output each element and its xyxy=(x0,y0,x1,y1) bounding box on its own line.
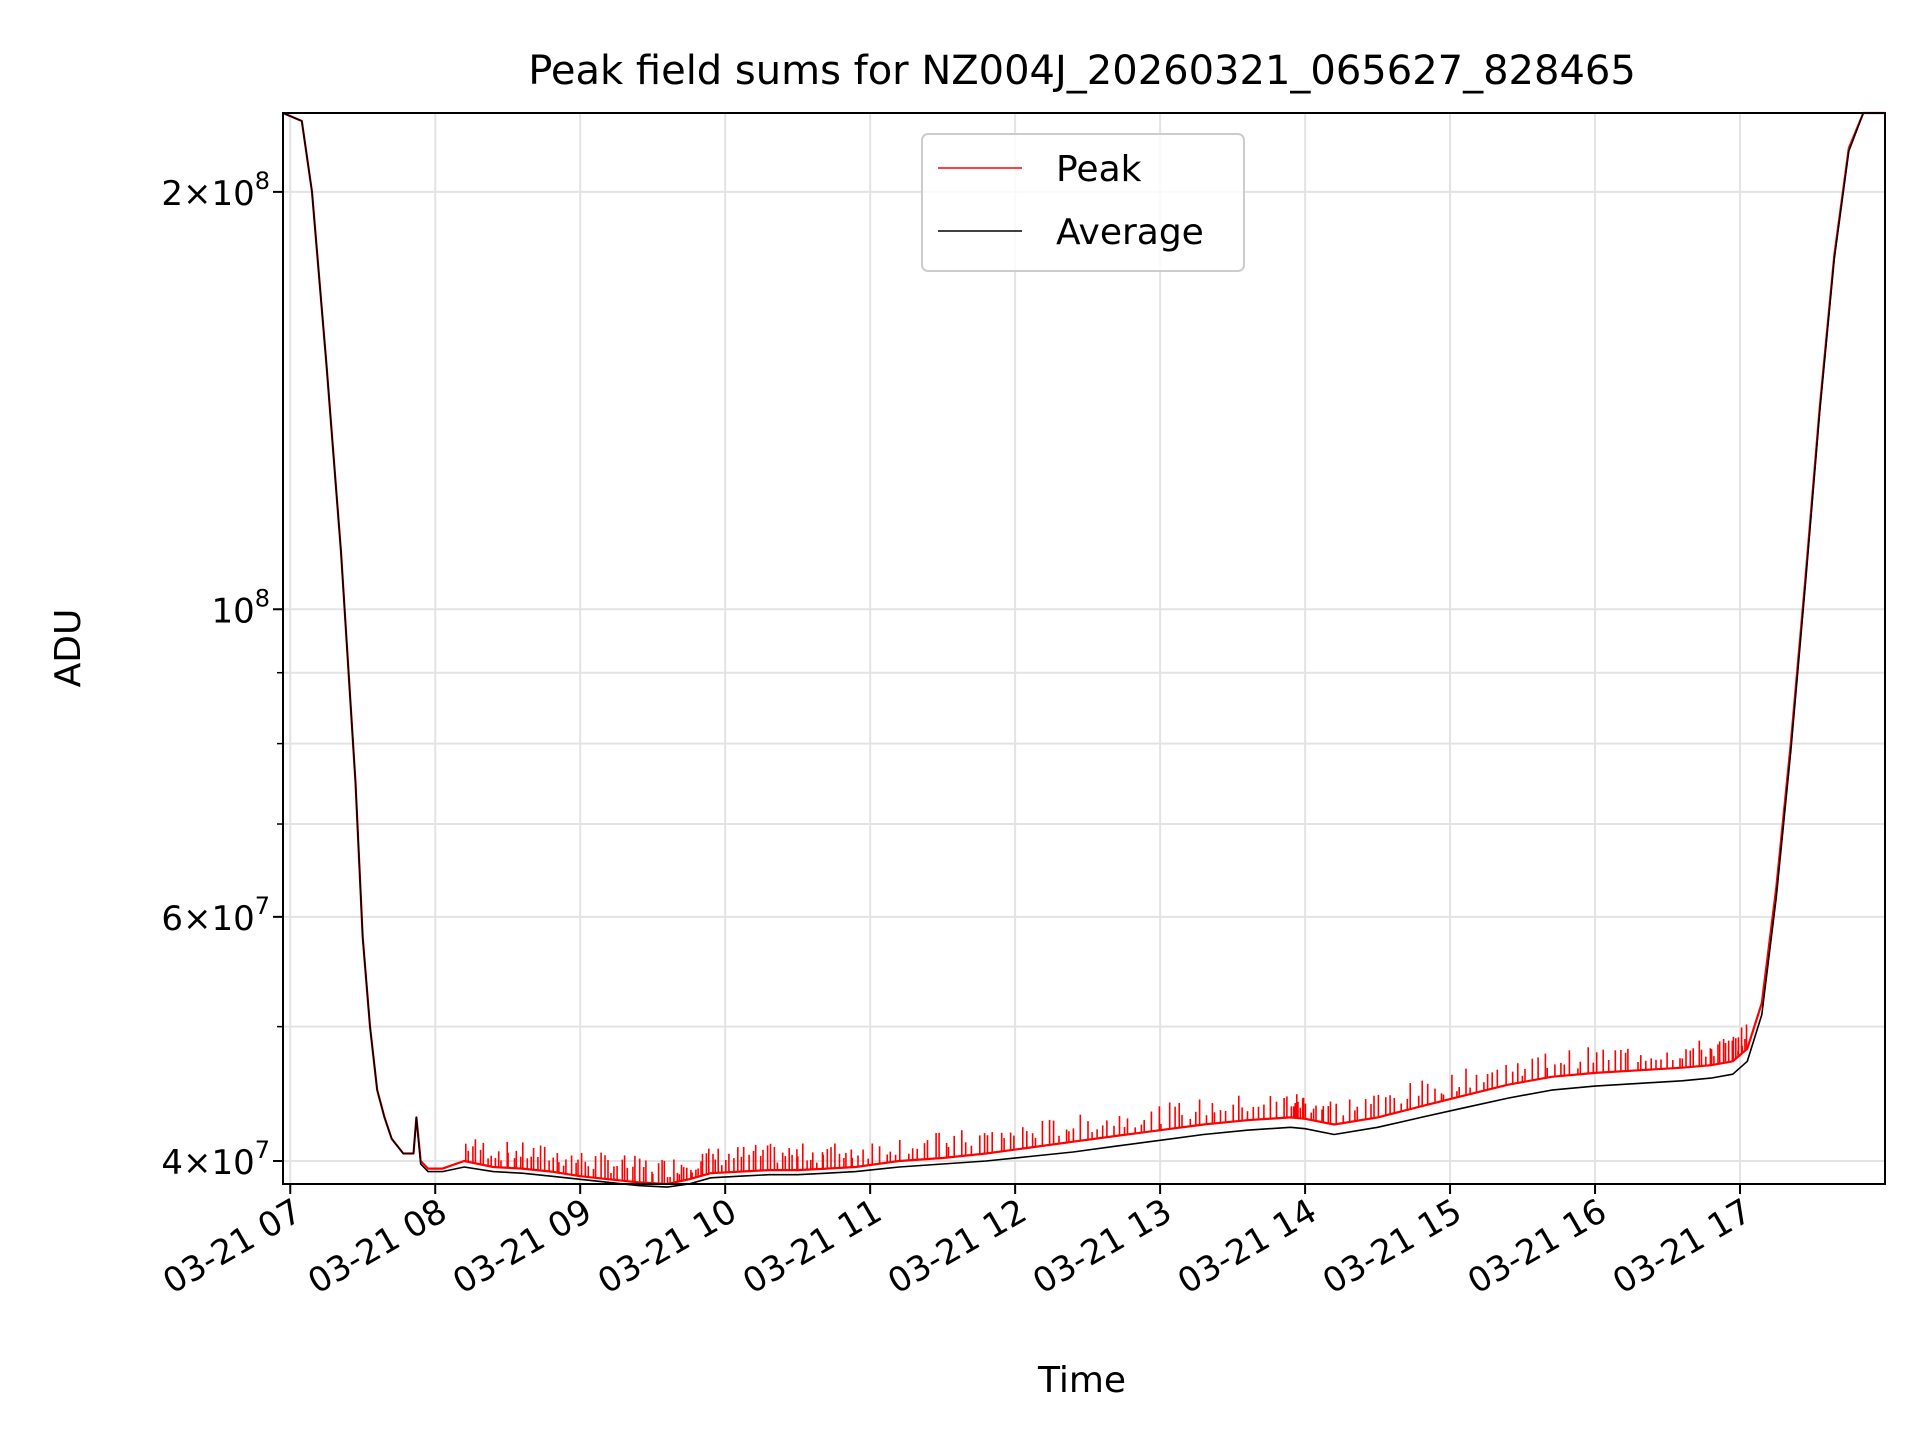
y-tick-label: 2×108 xyxy=(161,167,270,214)
series-line-average xyxy=(282,112,1885,1188)
x-axis-label: Time xyxy=(1037,1360,1126,1401)
y-tick-label: 4×107 xyxy=(161,1136,270,1183)
y-tick-label: 6×107 xyxy=(161,892,270,939)
plot-frame xyxy=(282,112,1886,1185)
y-axis: 4×107 6×107 108 2×108 xyxy=(161,167,283,1183)
chart-title: Peak field sums for NZ004J_20260321_0656… xyxy=(528,48,1636,94)
grid-lines xyxy=(283,113,1885,1184)
legend: Peak Average xyxy=(921,133,1245,272)
y-tick-label: 108 xyxy=(211,584,270,631)
series-spikes-peak xyxy=(464,1024,1748,1184)
plot-area xyxy=(282,111,1885,1188)
y-axis-label: ADU xyxy=(48,609,89,688)
legend-label-average: Average xyxy=(1056,212,1204,253)
legend-label-peak: Peak xyxy=(1056,149,1142,190)
